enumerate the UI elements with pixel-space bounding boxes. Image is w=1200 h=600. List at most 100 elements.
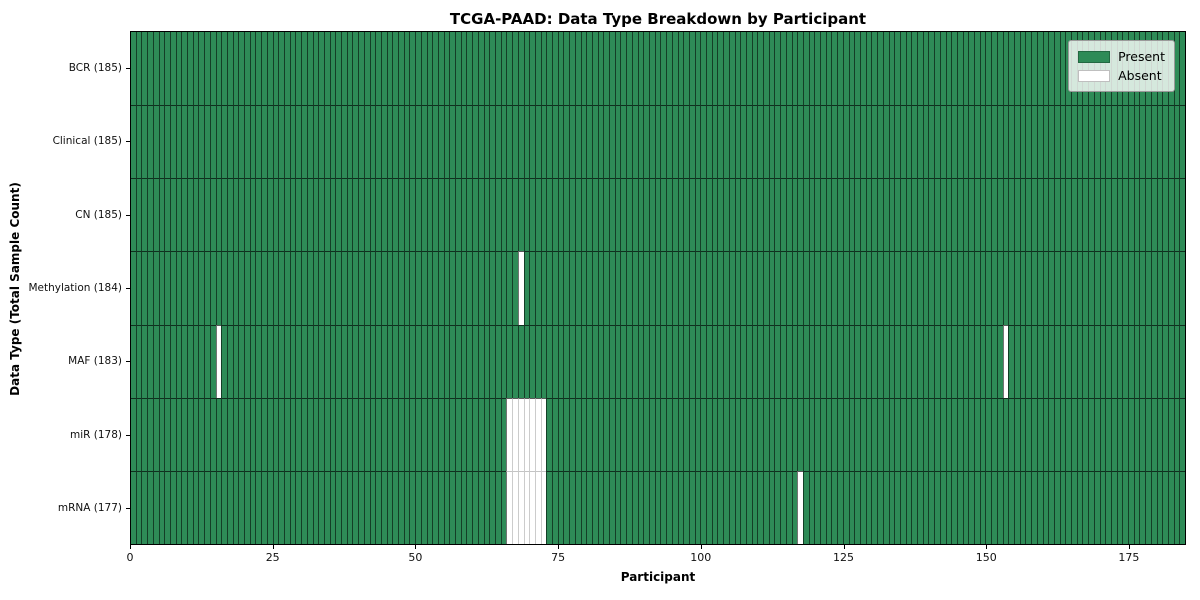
matrix-cell	[312, 178, 319, 252]
matrix-cell	[911, 32, 918, 106]
matrix-cell	[620, 32, 627, 106]
matrix-cell	[152, 32, 159, 106]
matrix-cell	[204, 470, 210, 544]
matrix-cell	[169, 324, 176, 398]
matrix-cell	[609, 105, 615, 179]
matrix-cell	[996, 397, 1003, 471]
matrix-cell	[894, 397, 900, 471]
matrix-cell	[814, 251, 821, 325]
matrix-cell	[683, 32, 689, 106]
matrix-cell	[375, 105, 381, 179]
matrix-cell	[877, 105, 883, 179]
matrix-cell	[785, 397, 792, 471]
matrix-cell	[831, 324, 838, 398]
matrix-cell	[854, 32, 860, 106]
matrix-cell	[204, 397, 210, 471]
matrix-cell	[1019, 105, 1026, 179]
matrix-cell	[181, 470, 188, 544]
matrix-cell	[415, 470, 421, 544]
matrix-cell	[534, 470, 541, 544]
matrix-cell	[723, 470, 729, 544]
y-tick-mark	[126, 288, 130, 289]
matrix-cell	[700, 251, 707, 325]
matrix-cell	[911, 178, 918, 252]
matrix-cell	[164, 470, 170, 544]
matrix-cell	[500, 105, 507, 179]
matrix-cell	[546, 324, 553, 398]
matrix-cell	[774, 251, 781, 325]
matrix-cell	[1042, 324, 1049, 398]
matrix-cell	[820, 32, 826, 106]
matrix-cell	[1116, 397, 1123, 471]
matrix-cell	[415, 397, 421, 471]
matrix-cell	[432, 105, 438, 179]
matrix-cell	[991, 470, 997, 544]
matrix-cell	[882, 397, 889, 471]
matrix-cell	[899, 251, 906, 325]
matrix-cell	[614, 470, 621, 544]
matrix-cell	[557, 397, 564, 471]
matrix-cell	[780, 470, 786, 544]
matrix-cell	[1002, 178, 1009, 252]
matrix-cell	[1082, 397, 1089, 471]
y-tick-label-cn: CN (185)	[75, 208, 122, 221]
matrix-cell	[1145, 105, 1151, 179]
matrix-cell	[1025, 178, 1032, 252]
matrix-cell	[477, 470, 484, 544]
matrix-cell	[329, 105, 336, 179]
matrix-cell	[1167, 251, 1174, 325]
matrix-cell	[261, 397, 267, 471]
matrix-cell	[1173, 397, 1180, 471]
matrix-cell	[837, 32, 843, 106]
matrix-cell	[1128, 178, 1134, 252]
matrix-cell	[329, 32, 336, 106]
legend-swatch-present	[1078, 50, 1111, 63]
matrix-cell	[517, 105, 524, 179]
matrix-cell	[808, 178, 815, 252]
matrix-cell	[688, 470, 695, 544]
matrix-cell	[1065, 397, 1072, 471]
matrix-cell	[1053, 32, 1060, 106]
matrix-cell	[158, 178, 165, 252]
matrix-cell	[346, 32, 353, 106]
matrix-cell	[774, 470, 781, 544]
matrix-cell	[375, 470, 381, 544]
matrix-cell	[854, 470, 860, 544]
matrix-cell	[500, 32, 507, 106]
matrix-cell	[346, 397, 353, 471]
matrix-cell	[169, 32, 176, 106]
matrix-cell	[660, 105, 667, 179]
matrix-cell	[922, 251, 929, 325]
matrix-cell	[255, 251, 262, 325]
matrix-cell	[369, 251, 376, 325]
matrix-cell	[1110, 470, 1117, 544]
matrix-cell	[591, 251, 598, 325]
matrix-cell	[831, 32, 838, 106]
matrix-cell	[329, 324, 336, 398]
matrix-cell	[871, 178, 878, 252]
matrix-cell	[540, 251, 547, 325]
matrix-cell	[244, 178, 250, 252]
matrix-cell	[745, 178, 752, 252]
matrix-cell	[700, 105, 707, 179]
matrix-cell	[363, 470, 370, 544]
matrix-cell	[768, 251, 775, 325]
matrix-cell	[1025, 32, 1032, 106]
matrix-cell	[774, 178, 781, 252]
matrix-cell	[283, 32, 290, 106]
matrix-cell	[1076, 178, 1083, 252]
matrix-cell	[1105, 470, 1111, 544]
matrix-cell	[860, 32, 866, 106]
matrix-cell	[495, 251, 501, 325]
matrix-cell	[221, 397, 227, 471]
matrix-cell	[1002, 397, 1009, 471]
matrix-cell	[432, 251, 438, 325]
matrix-cell	[654, 470, 661, 544]
matrix-cell	[711, 470, 718, 544]
matrix-cell	[1099, 397, 1106, 471]
matrix-cell	[671, 324, 678, 398]
matrix-cell	[312, 470, 319, 544]
matrix-cell	[1065, 251, 1072, 325]
matrix-cell	[363, 178, 370, 252]
